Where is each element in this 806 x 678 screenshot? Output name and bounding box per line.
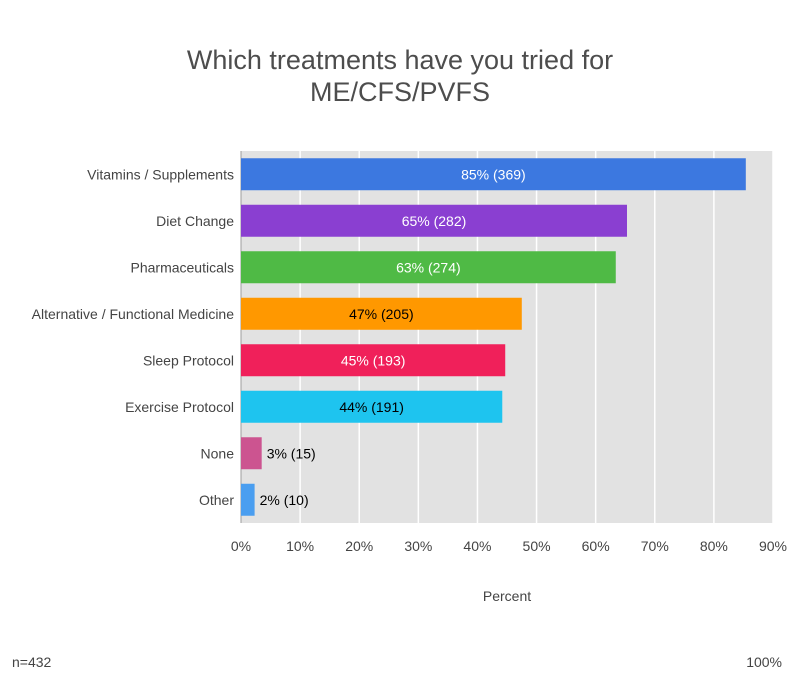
data-label: 65% (282) bbox=[402, 213, 467, 229]
bar bbox=[241, 158, 746, 191]
data-label: 45% (193) bbox=[341, 352, 406, 368]
x-tick-label: 50% bbox=[523, 538, 551, 554]
bar bbox=[241, 437, 262, 470]
sample-size-note: n=432 bbox=[12, 654, 52, 670]
x-tick-label: 70% bbox=[641, 538, 669, 554]
x-tick-label: 20% bbox=[345, 538, 373, 554]
category-label: Exercise Protocol bbox=[125, 399, 234, 415]
x-axis-label: Percent bbox=[483, 588, 531, 604]
data-label: 63% (274) bbox=[396, 259, 461, 275]
bar bbox=[241, 297, 522, 330]
x-tick-label: 60% bbox=[582, 538, 610, 554]
x-tick-label: 80% bbox=[700, 538, 728, 554]
data-label: 3% (15) bbox=[267, 445, 316, 461]
chart-title-line-1: Which treatments have you tried for bbox=[186, 45, 614, 75]
footer-right-note: 100% bbox=[746, 654, 782, 670]
x-tick-label: 40% bbox=[463, 538, 491, 554]
x-tick-label: 10% bbox=[286, 538, 314, 554]
category-label: Diet Change bbox=[156, 213, 234, 229]
data-label: 47% (205) bbox=[349, 306, 414, 322]
data-label: 44% (191) bbox=[339, 399, 404, 415]
bar bbox=[241, 251, 616, 284]
chart-title: Which treatments have you tried for ME/C… bbox=[0, 44, 800, 108]
bar bbox=[241, 390, 503, 423]
category-label: Other bbox=[199, 492, 234, 508]
x-tick-label: 30% bbox=[404, 538, 432, 554]
data-label: 85% (369) bbox=[461, 166, 526, 182]
chart-title-line-2: ME/CFS/PVFS bbox=[309, 77, 491, 107]
bar bbox=[241, 204, 627, 237]
x-tick-label: 0% bbox=[231, 538, 251, 554]
category-label: Sleep Protocol bbox=[143, 352, 234, 368]
category-label: Pharmaceuticals bbox=[131, 259, 235, 275]
data-label: 2% (10) bbox=[260, 492, 309, 508]
bar bbox=[241, 344, 506, 377]
category-label: Alternative / Functional Medicine bbox=[32, 306, 235, 322]
category-label: Vitamins / Supplements bbox=[87, 166, 234, 182]
category-label: None bbox=[201, 445, 235, 461]
bar bbox=[241, 483, 255, 516]
x-tick-label: 90% bbox=[759, 538, 787, 554]
